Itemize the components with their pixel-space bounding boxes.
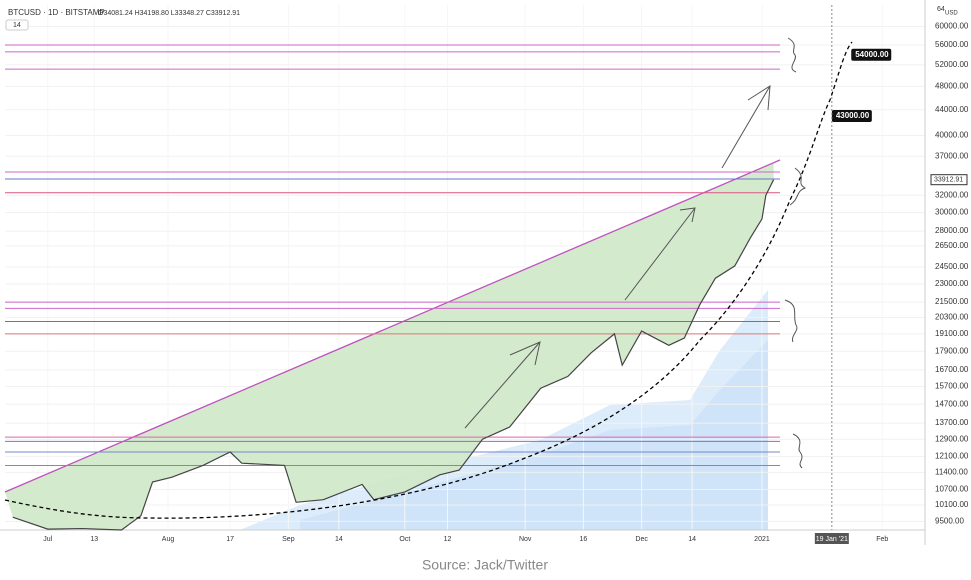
wedge-fill (5, 162, 774, 531)
x-tick-label: 12 (444, 536, 452, 543)
x-tick-label: Aug (162, 536, 175, 543)
braces (784, 37, 807, 469)
y-tick-label: 52000.00 (935, 60, 969, 69)
arrows (464, 85, 771, 429)
source: Source: Jack/Twitter (422, 557, 548, 573)
y-tick-label: 23000.00 (935, 279, 969, 288)
target-box (831, 109, 872, 122)
y-tick-label: 24500.00 (935, 262, 969, 271)
price-tag-label: 33912.91 (934, 177, 963, 184)
currency: USD (945, 11, 958, 17)
x-tick-label: 17 (226, 536, 234, 543)
y-tick-label: 60000.00 (935, 22, 969, 31)
y-tick-label: 19100.00 (935, 329, 969, 338)
y-tick-label: 21500.00 (935, 297, 969, 306)
x-tick-label: 2021 (754, 536, 770, 543)
x-tick-label: Sep (282, 536, 295, 543)
projection-curve (4, 41, 853, 519)
indicator-badge[interactable] (5, 19, 29, 31)
y-tick-label: 12900.00 (935, 434, 969, 443)
x-tick-label: 14 (688, 536, 696, 543)
crosshair-label: 19 Jan '21 (816, 536, 848, 543)
crosshair-box (814, 533, 849, 544)
x-tick-label: 16 (579, 536, 587, 543)
axis-top: 64 (937, 6, 945, 13)
y-tick-label: 9500.00 (935, 516, 964, 525)
x-tick-label: Feb (876, 536, 888, 543)
y-tick-label: 30000.00 (935, 208, 969, 217)
y-tick-label: 11400.00 (935, 468, 968, 477)
indicator[interactable]: 14 (13, 22, 21, 29)
drawings-under (4, 5, 925, 531)
y-tick-label: 48000.00 (935, 82, 969, 91)
y-tick-label: 20300.00 (935, 313, 969, 322)
price-line (12, 179, 775, 531)
y-tick-label: 13700.00 (935, 418, 969, 427)
x-tick-label: 13 (90, 536, 98, 543)
y-tick-label: 10100.00 (935, 500, 969, 509)
x-tick-label: Dec (635, 536, 648, 543)
target-box (851, 48, 892, 61)
ohlc: O34081.24 H34198.80 L33348.27 C33912.91 (98, 10, 240, 17)
y-tick-label: 32000.00 (935, 190, 969, 199)
x-tick-label: 14 (335, 536, 343, 543)
target-label: 54000.00 (855, 50, 889, 59)
target-label: 43000.00 (836, 111, 870, 120)
y-tick-label: 10700.00 (935, 485, 969, 494)
y-tick-label: 37000.00 (935, 151, 969, 160)
y-tick-label: 40000.00 (935, 130, 969, 139)
y-tick-label: 16700.00 (935, 365, 969, 374)
price-tag (930, 174, 968, 186)
y-tick-label: 28000.00 (935, 226, 969, 235)
drawings (4, 37, 853, 519)
y-tick-label: 17900.00 (935, 346, 969, 355)
x-tick-label: Oct (399, 536, 410, 543)
y-tick-label: 12100.00 (935, 452, 969, 461)
y-tick-label: 15700.00 (935, 382, 969, 391)
y-tick-label: 56000.00 (935, 40, 969, 49)
x-tick-label: Nov (519, 536, 532, 543)
y-tick-label: 26500.00 (935, 241, 969, 250)
x-tick-label: Jul (43, 536, 52, 543)
symbol: BTCUSD · 1D · BITSTAMP (8, 8, 105, 17)
volume-area-inner (300, 340, 768, 530)
y-tick-label: 44000.00 (935, 105, 969, 114)
y-tick-label: 14700.00 (935, 399, 969, 408)
